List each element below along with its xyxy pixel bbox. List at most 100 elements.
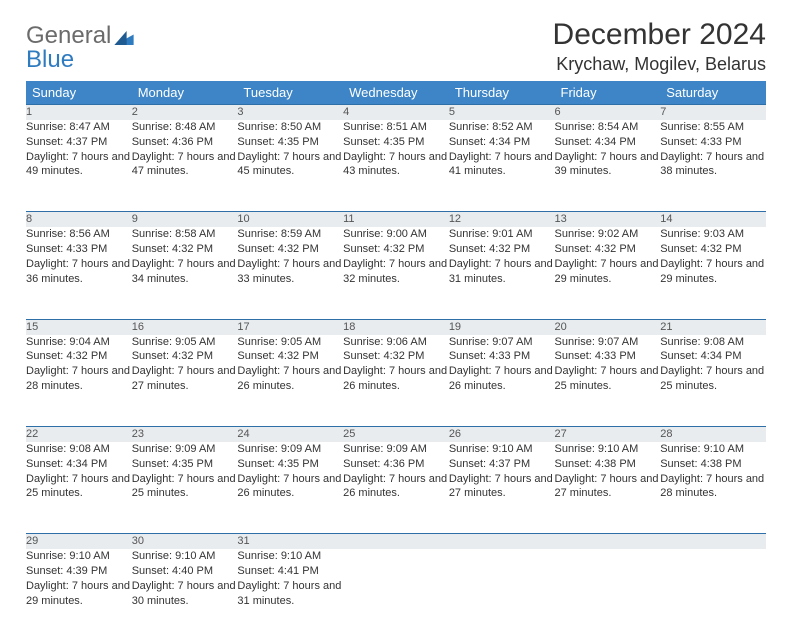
weekday-header: Thursday: [449, 81, 555, 105]
sunrise-line: Sunrise: 9:05 AM: [237, 335, 343, 350]
daylight-line: Daylight: 7 hours and 43 minutes.: [343, 150, 449, 180]
daynum: 14: [660, 212, 766, 227]
weekday-header-row: SundayMondayTuesdayWednesdayThursdayFrid…: [26, 81, 766, 105]
logo: GeneralBlue: [26, 18, 134, 72]
logo-text-blue: Blue: [26, 46, 74, 73]
daynum: 2: [132, 105, 238, 120]
daynum: 11: [343, 212, 449, 227]
daylight-line: Daylight: 7 hours and 26 minutes.: [343, 364, 449, 394]
daynum: 29: [26, 534, 132, 549]
daynum: 27: [555, 427, 661, 442]
daynum: 9: [132, 212, 238, 227]
daylight-line: Daylight: 7 hours and 32 minutes.: [343, 257, 449, 287]
sunset-line: Sunset: 4:34 PM: [555, 135, 661, 150]
daynum: 7: [660, 105, 766, 120]
daylight-line: Daylight: 7 hours and 28 minutes.: [26, 364, 132, 394]
sunset-line: Sunset: 4:32 PM: [555, 242, 661, 257]
daycell: Sunrise: 9:10 AMSunset: 4:37 PMDaylight:…: [449, 442, 555, 534]
daylight-line: Daylight: 7 hours and 30 minutes.: [132, 579, 238, 609]
daylight-line: Daylight: 7 hours and 27 minutes.: [555, 472, 661, 502]
sunset-line: Sunset: 4:32 PM: [237, 242, 343, 257]
daylight-line: Daylight: 7 hours and 33 minutes.: [237, 257, 343, 287]
daylight-line: Daylight: 7 hours and 39 minutes.: [555, 150, 661, 180]
daycell: Sunrise: 9:00 AMSunset: 4:32 PMDaylight:…: [343, 227, 449, 319]
daynum: 1: [26, 105, 132, 120]
sunrise-line: Sunrise: 9:10 AM: [237, 549, 343, 564]
sunrise-line: Sunrise: 8:51 AM: [343, 120, 449, 135]
daynum: 8: [26, 212, 132, 227]
sunset-line: Sunset: 4:32 PM: [237, 349, 343, 364]
sunset-line: Sunset: 4:32 PM: [343, 242, 449, 257]
daynum: 18: [343, 319, 449, 334]
daycell: Sunrise: 9:10 AMSunset: 4:41 PMDaylight:…: [237, 549, 343, 641]
daycell: Sunrise: 9:08 AMSunset: 4:34 PMDaylight:…: [660, 335, 766, 427]
sunrise-line: Sunrise: 9:10 AM: [555, 442, 661, 457]
sunrise-line: Sunrise: 9:09 AM: [132, 442, 238, 457]
week-row: Sunrise: 9:08 AMSunset: 4:34 PMDaylight:…: [26, 442, 766, 534]
sunset-line: Sunset: 4:36 PM: [343, 457, 449, 472]
daynum: 4: [343, 105, 449, 120]
sunset-line: Sunset: 4:33 PM: [449, 349, 555, 364]
sunrise-line: Sunrise: 9:10 AM: [660, 442, 766, 457]
daylight-line: Daylight: 7 hours and 26 minutes.: [237, 364, 343, 394]
logo-text-gray: General: [26, 22, 111, 49]
sunrise-line: Sunrise: 9:10 AM: [26, 549, 132, 564]
daynum-row: 22232425262728: [26, 427, 766, 442]
sunset-line: Sunset: 4:37 PM: [449, 457, 555, 472]
sunrise-line: Sunrise: 9:05 AM: [132, 335, 238, 350]
sunset-line: Sunset: 4:34 PM: [449, 135, 555, 150]
sunset-line: Sunset: 4:35 PM: [237, 457, 343, 472]
daycell: Sunrise: 8:47 AMSunset: 4:37 PMDaylight:…: [26, 120, 132, 212]
daylight-line: Daylight: 7 hours and 36 minutes.: [26, 257, 132, 287]
sunset-line: Sunset: 4:32 PM: [132, 349, 238, 364]
sunrise-line: Sunrise: 9:04 AM: [26, 335, 132, 350]
daylight-line: Daylight: 7 hours and 27 minutes.: [449, 472, 555, 502]
sunrise-line: Sunrise: 9:07 AM: [449, 335, 555, 350]
daynum: 20: [555, 319, 661, 334]
sunset-line: Sunset: 4:39 PM: [26, 564, 132, 579]
sunset-line: Sunset: 4:32 PM: [343, 349, 449, 364]
daynum: 26: [449, 427, 555, 442]
daylight-line: Daylight: 7 hours and 45 minutes.: [237, 150, 343, 180]
sunset-line: Sunset: 4:38 PM: [660, 457, 766, 472]
daycell: Sunrise: 8:59 AMSunset: 4:32 PMDaylight:…: [237, 227, 343, 319]
daylight-line: Daylight: 7 hours and 29 minutes.: [660, 257, 766, 287]
sunset-line: Sunset: 4:37 PM: [26, 135, 132, 150]
sunset-line: Sunset: 4:36 PM: [132, 135, 238, 150]
logo-mark-icon: [114, 24, 134, 51]
sunset-line: Sunset: 4:35 PM: [132, 457, 238, 472]
weekday-header: Tuesday: [237, 81, 343, 105]
sunset-line: Sunset: 4:41 PM: [237, 564, 343, 579]
sunrise-line: Sunrise: 8:52 AM: [449, 120, 555, 135]
sunset-line: Sunset: 4:32 PM: [660, 242, 766, 257]
daycell: Sunrise: 8:58 AMSunset: 4:32 PMDaylight:…: [132, 227, 238, 319]
daycell: Sunrise: 8:48 AMSunset: 4:36 PMDaylight:…: [132, 120, 238, 212]
daylight-line: Daylight: 7 hours and 25 minutes.: [132, 472, 238, 502]
calendar-table: SundayMondayTuesdayWednesdayThursdayFrid…: [26, 81, 766, 641]
daynum-row: 293031: [26, 534, 766, 549]
sunrise-line: Sunrise: 8:47 AM: [26, 120, 132, 135]
daylight-line: Daylight: 7 hours and 49 minutes.: [26, 150, 132, 180]
daylight-line: Daylight: 7 hours and 26 minutes.: [237, 472, 343, 502]
daycell: Sunrise: 9:07 AMSunset: 4:33 PMDaylight:…: [449, 335, 555, 427]
sunrise-line: Sunrise: 8:54 AM: [555, 120, 661, 135]
week-row: Sunrise: 9:04 AMSunset: 4:32 PMDaylight:…: [26, 335, 766, 427]
daynum: 21: [660, 319, 766, 334]
daycell: Sunrise: 8:50 AMSunset: 4:35 PMDaylight:…: [237, 120, 343, 212]
weekday-header: Saturday: [660, 81, 766, 105]
daylight-line: Daylight: 7 hours and 34 minutes.: [132, 257, 238, 287]
daynum: 12: [449, 212, 555, 227]
sunset-line: Sunset: 4:35 PM: [237, 135, 343, 150]
daynum-row: 15161718192021: [26, 319, 766, 334]
week-row: Sunrise: 8:56 AMSunset: 4:33 PMDaylight:…: [26, 227, 766, 319]
daycell: Sunrise: 9:10 AMSunset: 4:39 PMDaylight:…: [26, 549, 132, 641]
daylight-line: Daylight: 7 hours and 25 minutes.: [660, 364, 766, 394]
sunrise-line: Sunrise: 9:07 AM: [555, 335, 661, 350]
weekday-header: Friday: [555, 81, 661, 105]
sunset-line: Sunset: 4:32 PM: [132, 242, 238, 257]
daynum: 5: [449, 105, 555, 120]
week-row: Sunrise: 8:47 AMSunset: 4:37 PMDaylight:…: [26, 120, 766, 212]
sunset-line: Sunset: 4:34 PM: [660, 349, 766, 364]
daycell: Sunrise: 8:55 AMSunset: 4:33 PMDaylight:…: [660, 120, 766, 212]
daylight-line: Daylight: 7 hours and 25 minutes.: [555, 364, 661, 394]
